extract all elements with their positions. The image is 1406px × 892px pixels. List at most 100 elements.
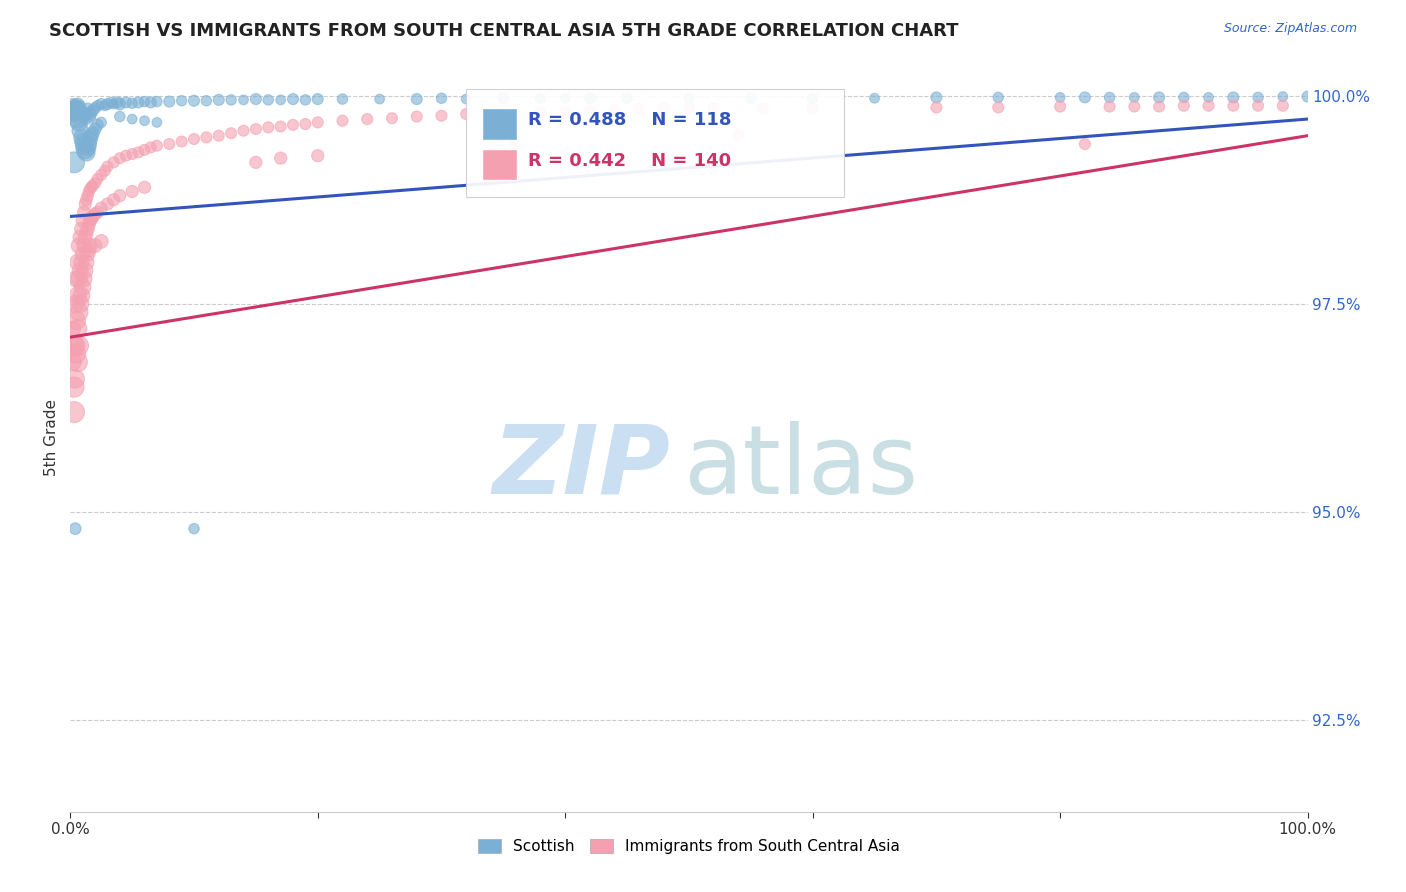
Point	[77, 185, 100, 199]
Point	[80, 128, 103, 143]
Point	[94, 99, 117, 113]
Point	[678, 91, 700, 105]
Point	[86, 118, 108, 132]
Point	[245, 122, 267, 136]
Point	[127, 145, 149, 160]
Point	[90, 235, 112, 249]
Point	[245, 92, 267, 106]
Point	[94, 163, 117, 178]
Point	[82, 126, 104, 140]
Y-axis label: 5th Grade: 5th Grade	[44, 399, 59, 475]
Point	[79, 238, 101, 252]
Point	[157, 95, 180, 109]
Point	[77, 136, 100, 151]
Point	[65, 103, 87, 118]
Point	[616, 91, 638, 105]
Point	[195, 94, 218, 108]
Point	[307, 149, 329, 163]
Point	[554, 104, 576, 119]
Point	[1173, 99, 1195, 113]
Point	[121, 147, 143, 161]
Point	[703, 101, 725, 115]
Point	[281, 92, 304, 106]
Point	[75, 107, 97, 121]
Point	[1123, 90, 1146, 104]
Point	[75, 112, 97, 126]
Point	[183, 522, 205, 536]
Point	[66, 112, 89, 126]
Point	[505, 138, 527, 153]
Point	[121, 185, 143, 199]
Point	[987, 100, 1010, 114]
Point	[75, 230, 97, 244]
Point	[84, 101, 107, 115]
Point	[76, 188, 98, 202]
Point	[1296, 89, 1319, 103]
Point	[79, 182, 101, 196]
Point	[740, 91, 762, 105]
Point	[1049, 99, 1071, 113]
Point	[84, 238, 107, 252]
Point	[134, 143, 156, 157]
Point	[73, 138, 96, 153]
Point	[62, 355, 84, 369]
Point	[170, 94, 193, 108]
Point	[430, 91, 453, 105]
Point	[77, 105, 100, 120]
Point	[727, 128, 749, 142]
Point	[75, 263, 97, 277]
Point	[115, 95, 138, 110]
Point	[1098, 90, 1121, 104]
Point	[90, 201, 112, 215]
Bar	[482, 108, 517, 140]
Point	[183, 132, 205, 146]
Point	[80, 211, 103, 226]
Point	[90, 115, 112, 129]
Point	[157, 136, 180, 151]
Point	[65, 522, 87, 536]
Point	[208, 128, 231, 143]
Point	[90, 97, 112, 112]
Point	[63, 338, 86, 352]
Point	[75, 197, 97, 211]
Point	[76, 222, 98, 236]
Point	[294, 117, 316, 131]
Point	[405, 92, 427, 106]
Point	[75, 255, 97, 269]
Point	[76, 247, 98, 261]
Point	[96, 160, 118, 174]
Point	[529, 91, 551, 105]
Point	[1173, 90, 1195, 104]
Point	[65, 99, 87, 113]
Point	[69, 230, 91, 244]
Point	[678, 101, 700, 115]
Point	[307, 92, 329, 106]
Point	[1198, 90, 1220, 104]
Point	[183, 94, 205, 108]
Text: R = 0.488    N = 118: R = 0.488 N = 118	[529, 112, 731, 129]
Bar	[482, 149, 517, 180]
Point	[82, 178, 104, 193]
Point	[63, 110, 86, 124]
Point	[1147, 90, 1170, 104]
Point	[127, 95, 149, 110]
Point	[86, 99, 108, 113]
Point	[108, 97, 131, 112]
Point	[103, 97, 125, 112]
Point	[73, 238, 96, 252]
Point	[195, 130, 218, 145]
Point	[628, 102, 651, 116]
Point	[108, 188, 131, 202]
Point	[72, 280, 94, 294]
Point	[72, 213, 94, 227]
Point	[69, 263, 91, 277]
Point	[356, 112, 378, 126]
Point	[70, 130, 93, 145]
Point	[1198, 99, 1220, 113]
Point	[73, 110, 96, 124]
Point	[752, 101, 775, 115]
Point	[430, 109, 453, 123]
Point	[66, 255, 89, 269]
Point	[115, 149, 138, 163]
Point	[232, 93, 254, 107]
